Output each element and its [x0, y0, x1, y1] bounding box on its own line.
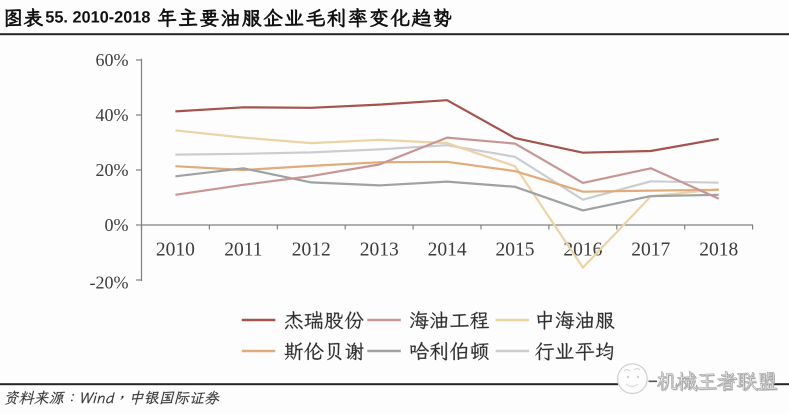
svg-text:2016: 2016	[563, 240, 602, 261]
svg-text:2018: 2018	[699, 240, 738, 261]
svg-text:-20%: -20%	[90, 273, 129, 293]
svg-text:40%: 40%	[96, 105, 129, 125]
svg-text:2012: 2012	[292, 240, 331, 261]
svg-text:20%: 20%	[96, 160, 129, 180]
svg-text:60%: 60%	[96, 50, 129, 70]
svg-text:2010: 2010	[156, 240, 195, 261]
svg-text:2011: 2011	[224, 240, 262, 261]
svg-text:2014: 2014	[428, 240, 467, 261]
svg-text:0%: 0%	[105, 215, 129, 235]
svg-text:2017: 2017	[631, 240, 670, 261]
svg-text:2013: 2013	[360, 240, 399, 261]
svg-text:2015: 2015	[496, 240, 535, 261]
